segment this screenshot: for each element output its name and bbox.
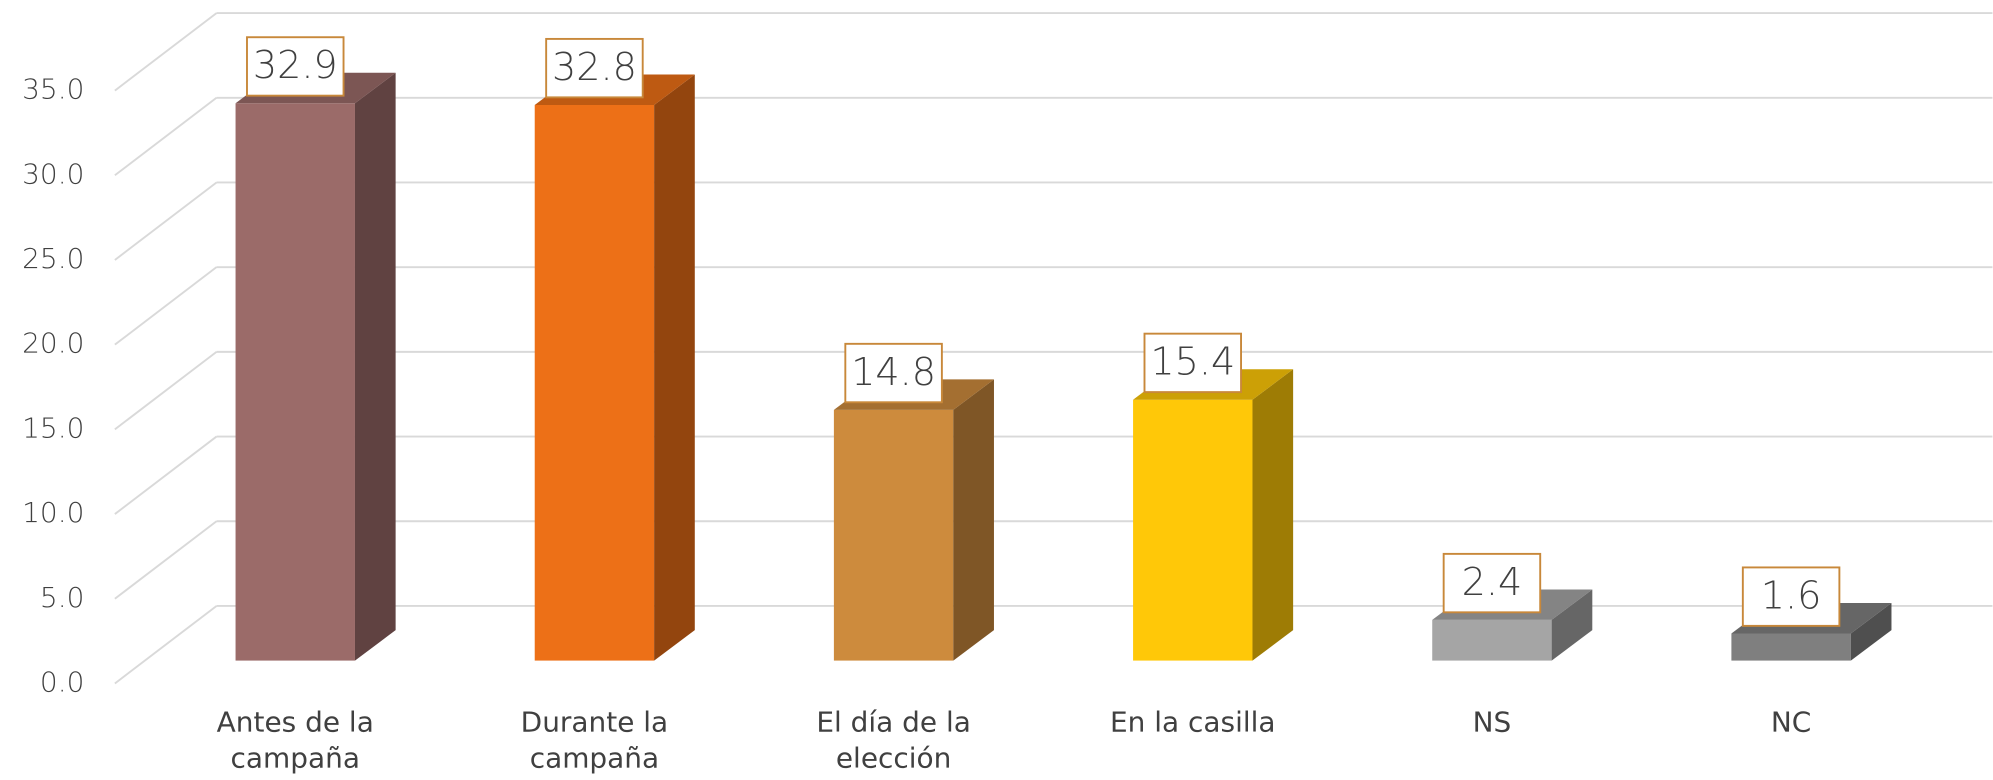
value-label-box xyxy=(545,37,644,99)
bar-side xyxy=(1551,589,1593,661)
x-tick-label: El día de la elección xyxy=(816,707,971,775)
y-tick-label: 15.0 xyxy=(22,411,84,444)
value-label: 32.8 xyxy=(552,45,637,89)
value-label-box xyxy=(1741,566,1841,627)
y-tick-label: 0.0 xyxy=(40,665,84,698)
x-tick: Durante la campaña xyxy=(520,707,669,775)
grid-diagonal xyxy=(114,266,218,346)
grid-diagonal xyxy=(114,181,218,261)
bar-side xyxy=(1850,602,1892,661)
grid-diagonal xyxy=(114,605,218,685)
grid-diagonal xyxy=(114,351,218,431)
x-tick-label: Antes de la campaña xyxy=(216,707,374,775)
value-label-box xyxy=(1143,332,1242,394)
grid-diagonal xyxy=(114,12,218,92)
bar-front xyxy=(235,103,355,661)
value-label: 1.6 xyxy=(1761,573,1822,617)
x-tick-label: Durante la campaña xyxy=(520,707,669,775)
x-tick: En la casilla xyxy=(1110,707,1276,740)
value-label: 32.9 xyxy=(253,43,338,87)
grid-diagonal xyxy=(114,520,218,600)
y-tick-label: 5.0 xyxy=(40,581,84,614)
bar xyxy=(833,379,994,661)
bar-side xyxy=(354,72,396,661)
bar-side xyxy=(1252,369,1294,661)
y-tick-label: 20.0 xyxy=(22,327,84,360)
value-label-box xyxy=(1442,552,1542,614)
bar-side xyxy=(953,379,994,661)
y-tick-label: 10.0 xyxy=(22,496,84,529)
y-tick-label: 30.0 xyxy=(22,157,84,190)
bar xyxy=(534,74,695,661)
value-label: 15.4 xyxy=(1150,340,1235,384)
value-label: 14.8 xyxy=(851,350,936,394)
x-tick: NS xyxy=(1472,707,1512,740)
y-tick-label: 25.0 xyxy=(22,242,84,275)
value-label-box xyxy=(844,342,943,404)
x-tick: El día de la elección xyxy=(816,707,971,775)
x-tick-label: En la casilla xyxy=(1110,707,1276,740)
bar-side xyxy=(654,74,695,661)
grid-diagonal xyxy=(114,97,218,177)
y-tick-label: 35.0 xyxy=(22,73,84,106)
bar-front xyxy=(833,409,954,661)
bar-front xyxy=(1731,633,1851,661)
x-tick-label: NS xyxy=(1472,707,1512,740)
x-tick: Antes de la campaña xyxy=(216,707,374,775)
bar-front xyxy=(534,104,655,661)
bar xyxy=(1133,369,1294,661)
x-tick-label: NC xyxy=(1770,707,1812,740)
bar-front xyxy=(1432,619,1552,661)
x-tick: NC xyxy=(1770,707,1812,740)
grid-diagonal xyxy=(114,435,218,515)
bar-front xyxy=(1133,399,1253,661)
value-label-box xyxy=(246,36,345,97)
bar xyxy=(235,72,396,661)
value-label: 2.4 xyxy=(1462,560,1523,604)
